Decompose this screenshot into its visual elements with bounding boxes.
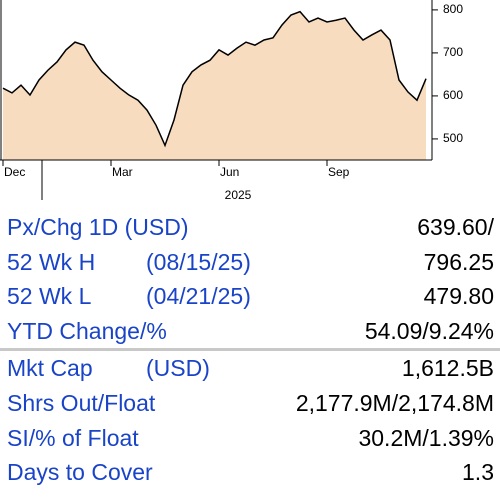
row-label: Mkt Cap (7, 355, 93, 382)
area-fill (3, 11, 426, 161)
row-label: Days to Cover (7, 459, 153, 486)
year-label: 2025 (225, 188, 252, 202)
x-tick-label: Mar (112, 165, 133, 179)
row-qualifier: (08/15/25) (146, 248, 251, 275)
info-row: Shrs Out/Float 2,177.9M/2,174.8M (0, 386, 500, 421)
y-tick-label: 600 (443, 88, 463, 102)
x-tick-label: Dec (4, 165, 25, 179)
info-row: YTD Change/% 54.09/9.24% (0, 314, 500, 352)
row-value: 796.25 (423, 248, 494, 275)
x-tick-label: Sep (328, 165, 350, 179)
info-row: Days to Cover 1.3 (0, 455, 500, 490)
y-tick-label: 800 (443, 2, 463, 16)
y-tick-label: 500 (443, 131, 463, 145)
row-label: Shrs Out/Float (7, 389, 156, 416)
row-value: 30.2M/1.39% (358, 424, 494, 451)
info-table: Px/Chg 1D (USD) 639.60/52 Wk H (08/15/25) 7… (0, 210, 500, 490)
y-tick-label: 700 (443, 45, 463, 59)
row-label: SI/% of Float (7, 424, 139, 451)
row-value: 639.60/ (417, 214, 494, 240)
row-value: 54.09/9.24% (364, 317, 494, 344)
row-label: 52 Wk H (7, 248, 96, 275)
row-value: 1,612.5B (401, 355, 494, 382)
info-row: SI/% of Float 30.2M/1.39% (0, 421, 500, 456)
info-row: 52 Wk L (04/21/25) 479.80 (0, 279, 500, 314)
chart: 2025 500 600 700 800 Dec Mar Jun Sep (0, 0, 463, 202)
row-qualifier: (04/21/25) (146, 283, 251, 310)
row-label: 52 Wk L (7, 283, 92, 310)
row-label: Px/Chg 1D (USD) (7, 214, 189, 240)
row-value: 2,177.9M/2,174.8M (295, 389, 494, 416)
info-row: Px/Chg 1D (USD) 639.60/ (0, 210, 500, 245)
info-row: 52 Wk H (08/15/25) 796.25 (0, 245, 500, 280)
row-value: 479.80 (423, 283, 494, 310)
info-row: Mkt Cap (USD) 1,612.5B (0, 351, 500, 386)
row-value: 1.3 (462, 459, 494, 486)
x-tick-label: Jun (220, 165, 239, 179)
row-qualifier: (USD) (146, 355, 210, 382)
row-label: YTD Change/% (7, 317, 167, 344)
price-line (2, 10, 427, 148)
